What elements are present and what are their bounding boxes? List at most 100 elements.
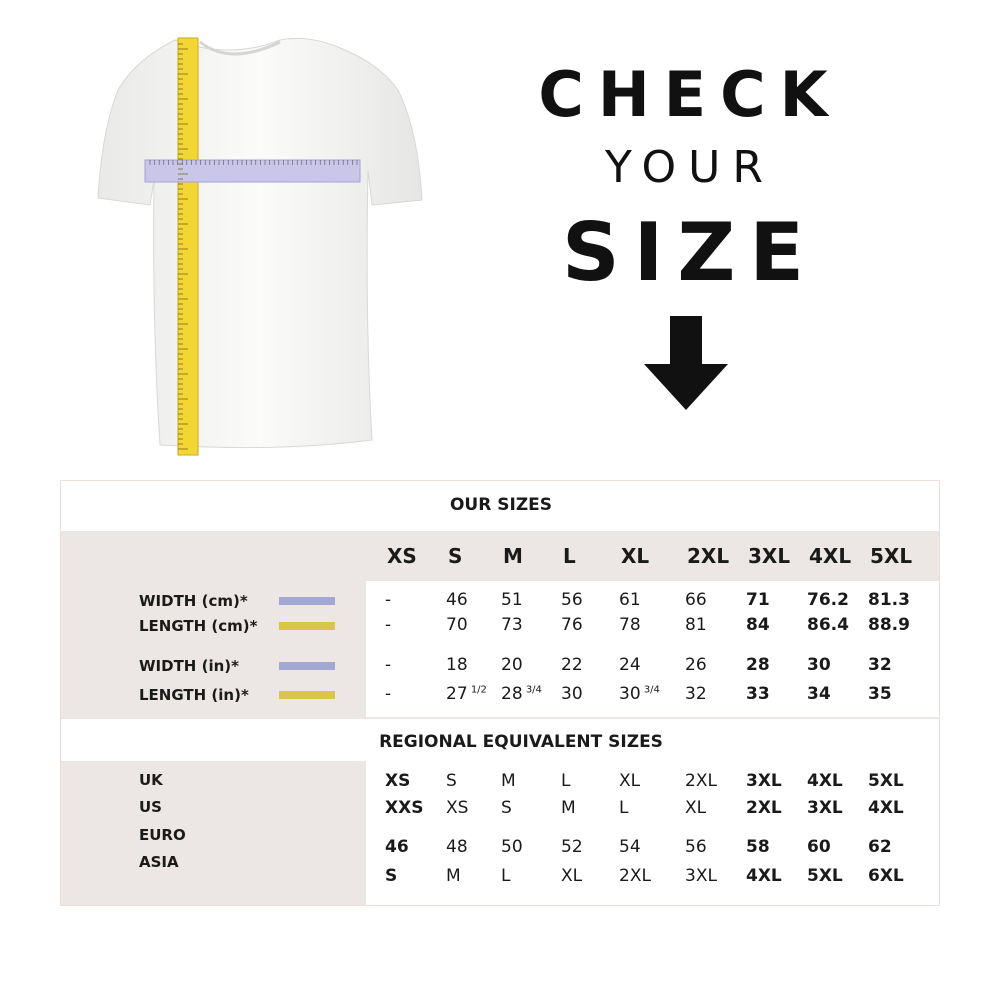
regional-cell: XL [685,798,707,818]
measurement-cell: 61 [619,590,641,610]
row-label: WIDTH (cm)* [139,592,248,610]
regional-cell: M [501,771,516,791]
measurement-cell: - [385,655,392,675]
measurement-cell: 81 [685,615,707,635]
measurement-cell: 66 [685,590,707,610]
length-tape [177,37,199,456]
size-header: 3XL [748,544,791,568]
width-swatch [279,662,335,670]
region-label: EURO [139,826,186,844]
measurement-cell: 32 [685,684,707,704]
regional-cell: M [446,866,461,886]
measurement-cell: 86.4 [807,615,849,635]
measurement-cell: 51 [501,590,523,610]
regional-cell: XS [446,798,469,818]
measurement-cell: 22 [561,655,583,675]
regional-cell: L [501,866,511,886]
regional-cell: S [385,866,398,886]
measurement-cell: 30 [561,684,583,704]
measurement-cell: 56 [561,590,583,610]
measurement-cell: - [385,590,392,610]
regional-band [61,761,939,905]
fraction: 3/4 [522,684,542,696]
length-swatch [279,622,335,630]
regional-cell: 50 [501,837,523,857]
measurements-band [61,581,939,719]
measurement-cell: - [385,684,392,704]
width-swatch [279,597,335,605]
tshirt-illustration [97,37,423,456]
size-header: 5XL [870,544,913,568]
measurement-cell: 18 [446,655,468,675]
regional-cell: 62 [868,837,892,857]
our-sizes-title: OUR SIZES [449,495,553,515]
measurement-cell: 70 [446,615,468,635]
width-tape [144,159,361,183]
headline-check: CHECK [538,58,842,131]
size-header: S [448,544,463,568]
measurement-cell: 28 [746,655,770,675]
regional-cell: 2XL [685,771,717,791]
measurement-cell: 20 [501,655,523,675]
length-swatch [279,691,335,699]
measurement-cell: 46 [446,590,468,610]
regional-title: REGIONAL EQUIVALENT SIZES [379,732,663,752]
regional-cell: 56 [685,837,707,857]
regional-cell: 4XL [746,866,782,886]
measurement-cell: 81.3 [868,590,910,610]
regional-cell: XL [619,771,641,791]
size-header: XS [387,544,417,568]
regional-cell: 46 [385,837,409,857]
regional-cell: L [561,771,571,791]
regional-cell: S [501,798,512,818]
row-label: WIDTH (in)* [139,657,239,675]
regional-cell: 5XL [807,866,843,886]
size-header: XL [621,544,650,568]
regional-cell: S [446,771,457,791]
region-label: US [139,798,162,816]
regional-cell: 6XL [868,866,904,886]
headline-your: YOUR [605,142,775,193]
regional-cell: 3XL [685,866,717,886]
measurement-cell: 32 [868,655,892,675]
regional-header-band: REGIONAL EQUIVALENT SIZES [61,719,939,761]
arrow-down-icon [644,316,728,410]
regional-cell: XL [561,866,583,886]
regional-cell: XS [385,771,411,791]
measurement-cell: 27 1/2 [446,684,487,704]
regional-cell: 60 [807,837,831,857]
measurement-cell: 88.9 [868,615,910,635]
regional-cell: 4XL [868,798,904,818]
regional-cell: 3XL [807,798,843,818]
size-chart-table: OUR SIZES XS S M L XL 2XL 3XL 4XL 5XL WIDTH (cm)… [60,480,940,906]
regional-cell: 48 [446,837,468,857]
size-header-band: XS S M L XL 2XL 3XL 4XL 5XL [61,531,939,581]
regional-cell: 5XL [868,771,904,791]
measurement-cell: 35 [868,684,892,704]
measurement-cell: 76.2 [807,590,849,610]
regional-cell: XXS [385,798,424,818]
measurement-cell: 71 [746,590,770,610]
measurement-cell: 78 [619,615,641,635]
regional-cell: 58 [746,837,770,857]
fraction: 1/2 [467,684,487,696]
measurement-cell: 76 [561,615,583,635]
regional-cell: 3XL [746,771,782,791]
regional-cell: 52 [561,837,583,857]
headline-size: SIZE [561,206,819,299]
measurement-cell: - [385,615,392,635]
measurement-cell: 34 [807,684,831,704]
size-header: L [563,544,576,568]
size-header: 4XL [809,544,852,568]
row-label: LENGTH (in)* [139,686,249,704]
fraction: 3/4 [640,684,660,696]
regional-cell: 2XL [746,798,782,818]
our-sizes-header-band: OUR SIZES [61,481,939,531]
measurement-cell: 84 [746,615,770,635]
measurement-cell: 73 [501,615,523,635]
measurement-cell: 30 [807,655,831,675]
regional-cell: 2XL [619,866,651,886]
regional-cell: M [561,798,576,818]
regional-cell: L [619,798,629,818]
regional-cell: 54 [619,837,641,857]
